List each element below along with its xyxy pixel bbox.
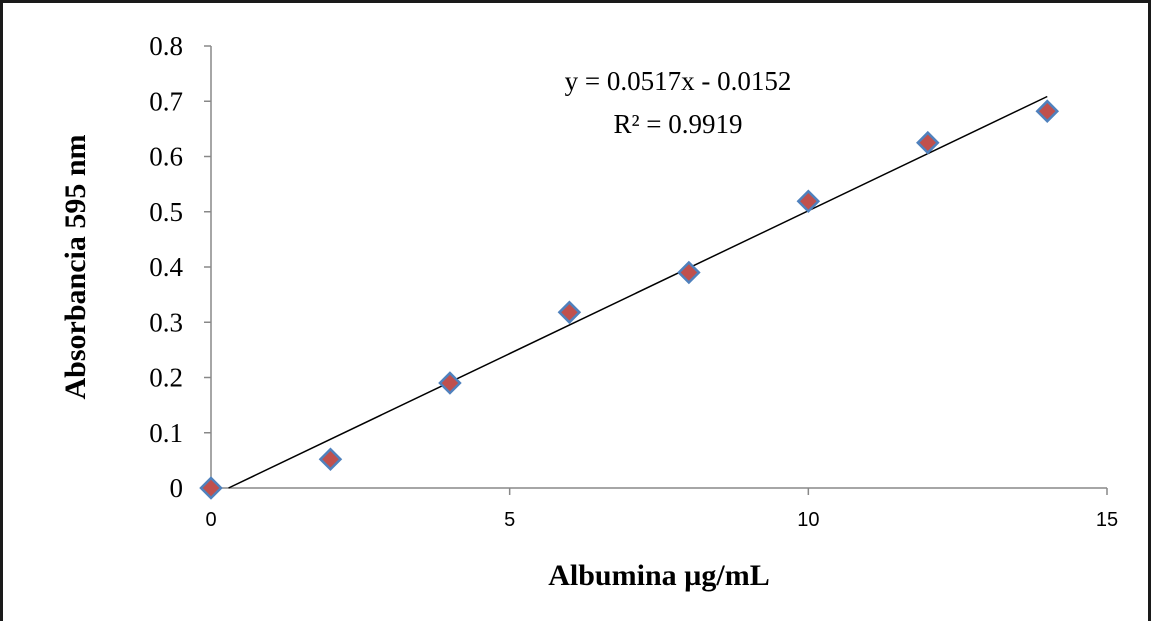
data-point-marker (199, 476, 223, 500)
data-point-marker (796, 189, 821, 214)
data-point-marker (438, 371, 462, 395)
y-tick-label: 0.8 (149, 31, 183, 61)
y-tick-label: 0.2 (149, 363, 183, 393)
data-point-marker (1035, 99, 1060, 123)
trendline (228, 95, 1048, 489)
y-axis-title: Absorbancia 595 nm (59, 134, 92, 399)
data-point-marker (557, 300, 582, 325)
x-tick-label: 5 (504, 509, 515, 531)
trendline-equation: y = 0.0517x - 0.0152 (565, 66, 792, 96)
y-tick-label: 0.7 (149, 86, 183, 116)
x-tick-label: 15 (1096, 509, 1118, 531)
data-point-marker (318, 447, 343, 472)
data-points (199, 99, 1060, 500)
data-point-marker (916, 130, 940, 155)
y-tick-label: 0 (170, 473, 184, 503)
y-axis-ticks: 0 0.1 0.2 0.3 0.4 0.5 0.6 0.7 0.8 (149, 31, 211, 503)
y-tick-label: 0.3 (149, 307, 183, 337)
x-axis-ticks: 0 5 10 15 (205, 488, 1118, 531)
x-tick-label: 10 (797, 509, 819, 531)
x-axis-title: Albumina µg/mL (548, 559, 770, 592)
trendline-r-squared: R² = 0.9919 (613, 109, 742, 139)
y-tick-label: 0.4 (149, 252, 183, 282)
scatter-plot: 0 0.1 0.2 0.3 0.4 0.5 0.6 0.7 0.8 0 5 10 15 y = 0.0… (59, 31, 1118, 592)
y-tick-label: 0.5 (149, 197, 183, 227)
data-point-marker (677, 260, 701, 285)
y-tick-label: 0.6 (149, 142, 183, 172)
trendline-group (228, 95, 1048, 489)
y-tick-label: 0.1 (149, 418, 183, 448)
x-tick-label: 0 (205, 509, 216, 531)
